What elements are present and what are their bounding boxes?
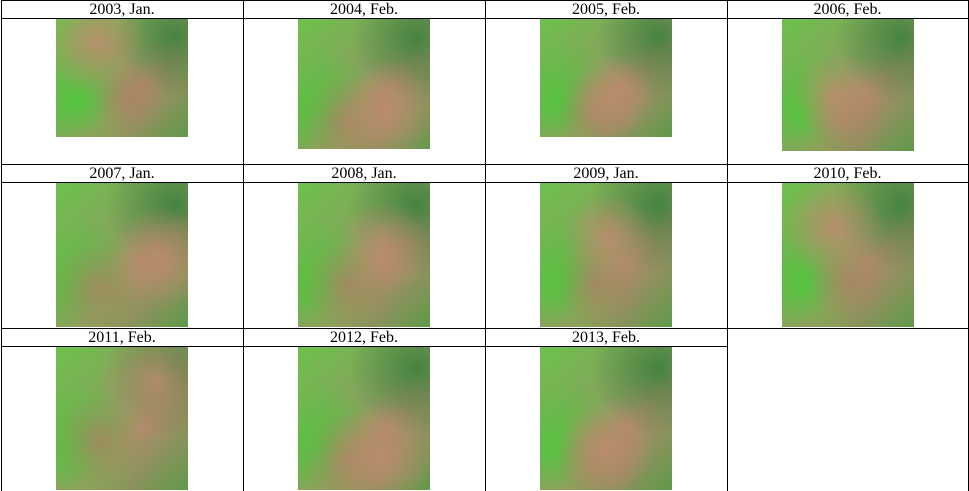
column-line (243, 0, 244, 491)
cell-label: 2013, Feb. (485, 329, 727, 347)
cell-label: 2004, Feb. (243, 1, 485, 19)
satellite-image (782, 19, 914, 151)
cell-label: 2006, Feb. (727, 1, 968, 19)
satellite-image (298, 183, 430, 327)
cell-label: 2009, Jan. (485, 165, 727, 183)
cell-label: 2011, Feb. (1, 329, 243, 347)
cell-label: 2007, Jan. (1, 165, 243, 183)
column-line (1, 0, 2, 491)
satellite-image (298, 347, 430, 490)
column-line (485, 0, 486, 491)
satellite-image (56, 19, 188, 137)
cell-label: 2003, Jan. (1, 1, 243, 19)
satellite-image (540, 19, 672, 137)
satellite-image (298, 19, 430, 149)
cell-label: 2005, Feb. (485, 1, 727, 19)
label-line (1, 346, 727, 347)
cell-label: 2008, Jan. (243, 165, 485, 183)
satellite-image (782, 183, 914, 327)
satellite-image (56, 183, 188, 327)
cell-label: 2010, Feb. (727, 165, 968, 183)
satellite-image (540, 183, 672, 327)
cell-label: 2012, Feb. (243, 329, 485, 347)
satellite-image (56, 347, 188, 490)
satellite-image (540, 347, 672, 490)
page: {"table": {"rows": [ ["2003, Jan.", "200… (0, 0, 969, 491)
column-line (727, 0, 728, 491)
